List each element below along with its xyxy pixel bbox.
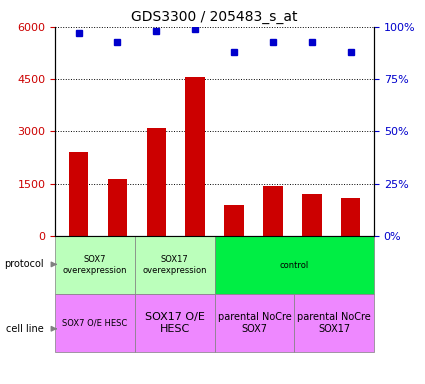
Text: protocol: protocol xyxy=(4,259,43,270)
Text: SOX7
overexpression: SOX7 overexpression xyxy=(63,255,128,275)
Text: SOX7 O/E HESC: SOX7 O/E HESC xyxy=(62,318,128,328)
Bar xyxy=(55,236,135,294)
Text: control: control xyxy=(280,260,309,270)
Bar xyxy=(215,236,374,294)
Bar xyxy=(263,185,283,236)
Text: SOX17 O/E
HESC: SOX17 O/E HESC xyxy=(145,312,205,334)
Bar xyxy=(55,294,135,352)
Text: SOX17
overexpression: SOX17 overexpression xyxy=(142,255,207,275)
Bar xyxy=(224,205,244,236)
Bar xyxy=(69,152,88,236)
Bar xyxy=(185,78,205,236)
Bar xyxy=(215,294,294,352)
Text: parental NoCre
SOX7: parental NoCre SOX7 xyxy=(218,312,292,334)
Bar xyxy=(302,194,322,236)
Text: parental NoCre
SOX17: parental NoCre SOX17 xyxy=(297,312,371,334)
Bar xyxy=(108,179,127,236)
Bar xyxy=(294,294,374,352)
Bar xyxy=(341,198,360,236)
Title: GDS3300 / 205483_s_at: GDS3300 / 205483_s_at xyxy=(131,10,298,25)
Bar xyxy=(135,236,215,294)
Bar xyxy=(147,128,166,236)
Text: cell line: cell line xyxy=(6,324,43,334)
Bar xyxy=(135,294,215,352)
